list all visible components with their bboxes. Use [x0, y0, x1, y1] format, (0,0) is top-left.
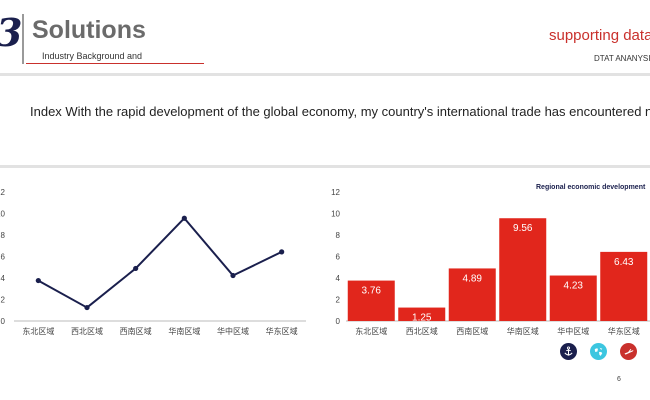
plane-icon: [620, 343, 637, 360]
bar-x-tick-label: 西北区域: [406, 326, 438, 336]
bar-data-label: 4.89: [463, 273, 483, 284]
line-x-tick-label: 华中区域: [217, 326, 249, 336]
slide-header: 3 Solutions Industry Background and supp…: [0, 0, 650, 76]
bar: [600, 251, 648, 321]
line-y-tick-label: 6: [1, 253, 6, 262]
page-title: Solutions: [32, 16, 146, 44]
line-y-tick-label: 2: [1, 296, 6, 305]
line-x-tick-label: 华东区域: [266, 326, 298, 336]
line-y-tick-label: 10: [0, 210, 6, 219]
bar: [398, 307, 446, 321]
bar-x-tick-label: 华东区域: [608, 326, 640, 336]
bar-chart-title: Regional economic development: [536, 184, 646, 191]
line-point: [279, 249, 285, 255]
line-y-tick-label: 0: [1, 317, 6, 326]
section-number: 3: [0, 14, 22, 52]
section-heading: supporting data: [549, 27, 650, 44]
line-point: [35, 277, 41, 284]
bar-data-label: 4.23: [564, 281, 584, 292]
logo-divider: [22, 14, 24, 64]
bar-x-tick-label: 华中区域: [557, 326, 589, 336]
bar: [347, 280, 395, 321]
anchor-icon: [560, 343, 577, 360]
bar: [499, 218, 547, 321]
charts-area: 0 2 4 6 8 10 12 东北区域 西北区域 西南区域 华南区域 华中区域 华东区域 0 2 4 6 8 1…: [0, 184, 650, 336]
page-number: 6: [617, 376, 621, 383]
line-x-tick-label: 东北区域: [22, 326, 54, 336]
line-point: [230, 272, 236, 279]
line-x-tick-label: 西北区域: [71, 326, 103, 336]
intro-text: Index With the rapid development of the …: [30, 104, 650, 119]
bar-x-tick-label: 西南区域: [456, 326, 488, 336]
line-series: [37, 217, 283, 309]
bar-y-tick-label: 12: [331, 188, 340, 197]
line-y-tick-label: 4: [1, 274, 6, 283]
bar-data-label: 1.25: [412, 313, 432, 324]
bar-data-label: 9.56: [513, 223, 533, 234]
line-x-tick-label: 西南区域: [120, 326, 152, 336]
line-point: [181, 215, 187, 221]
line-x-tick-label: 华南区域: [168, 326, 200, 336]
bar-chart: 0 2 4 6 8 10 12 Regional economic development 3.…: [331, 184, 650, 336]
line-point: [133, 265, 139, 272]
line-y-tick-label: 8: [1, 231, 6, 240]
bar-y-tick-label: 6: [336, 253, 341, 262]
bar-y-tick-label: 10: [331, 210, 340, 219]
bar-data-label: 6.43: [614, 257, 634, 268]
bar: [549, 275, 597, 321]
bar-y-tick-label: 0: [336, 317, 341, 326]
bar-x-tick-label: 东北区域: [355, 326, 387, 336]
header-divider: [0, 73, 650, 76]
bar-y-tick-label: 8: [336, 231, 341, 240]
bar-y-tick-label: 4: [336, 274, 341, 283]
bar-data-label: 3.76: [362, 286, 382, 297]
line-point: [84, 304, 90, 311]
line-y-tick-label: 12: [0, 188, 6, 197]
bar-x-tick-label: 华南区域: [507, 326, 539, 336]
line-chart: 0 2 4 6 8 10 12 东北区域 西北区域 西南区域 华南区域 华中区域 华东区域: [0, 188, 306, 336]
page-subtitle: Industry Background and: [42, 51, 143, 61]
section-subheading: DTAT ANANYSIS: [594, 54, 650, 63]
bar: [448, 268, 496, 321]
content-divider: [0, 165, 650, 168]
globe-icon: [590, 343, 607, 360]
title-underline: [26, 63, 204, 64]
bar-y-tick-label: 2: [336, 296, 341, 305]
